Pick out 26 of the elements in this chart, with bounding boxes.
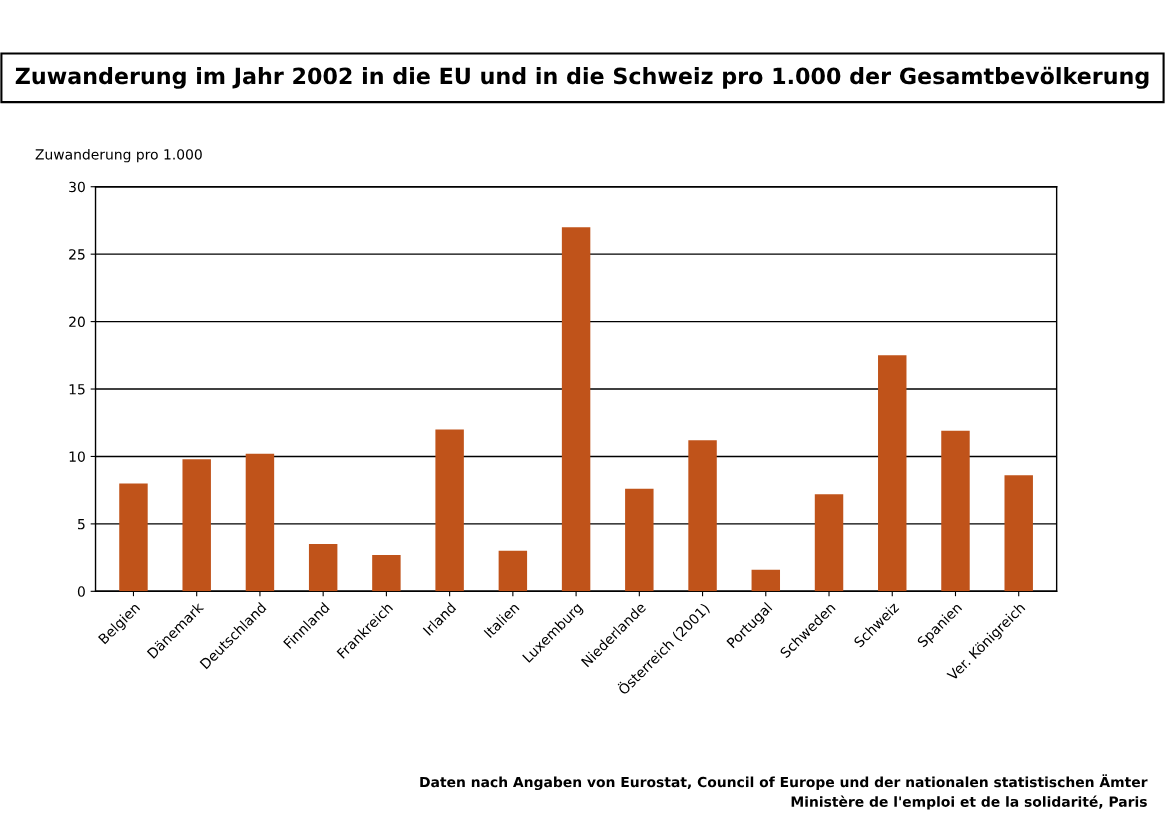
y-axis-title: Zuwanderung pro 1.000: [35, 148, 202, 163]
bar: [878, 355, 907, 592]
bar: [435, 429, 464, 592]
y-tick-label: 20: [69, 316, 85, 328]
text: Daten nach Angaben von Eurostat, Council of Europe und der nationalen statistischen Ämter: [420, 774, 1148, 791]
bar: [688, 440, 717, 592]
bar: [1004, 475, 1033, 592]
bar: [498, 550, 528, 592]
y-tick-label: 25: [69, 249, 85, 260]
y-tick-label: 0: [77, 586, 85, 597]
bar: [561, 227, 591, 592]
bar: [119, 483, 148, 592]
bar: [941, 430, 970, 592]
bar: [308, 544, 338, 592]
bar: [751, 569, 781, 592]
y-tick-label: 10: [69, 451, 85, 462]
y-tick-label: 5: [78, 519, 85, 530]
y-tick-label: 15: [69, 384, 85, 395]
y-tick-label: 30: [69, 181, 85, 193]
bar: [372, 554, 401, 592]
bar: [814, 494, 844, 592]
bar: [625, 488, 654, 592]
chart-title: Zuwanderung im Jahr 2002 in die EU und in die Schweiz pro 1.000 der Gesamtbevölkerung: [15, 66, 1149, 89]
bar: [245, 453, 275, 592]
bar: [182, 459, 211, 592]
text: Ministère de l'emploi et de la solidarité, Paris: [791, 795, 1147, 810]
